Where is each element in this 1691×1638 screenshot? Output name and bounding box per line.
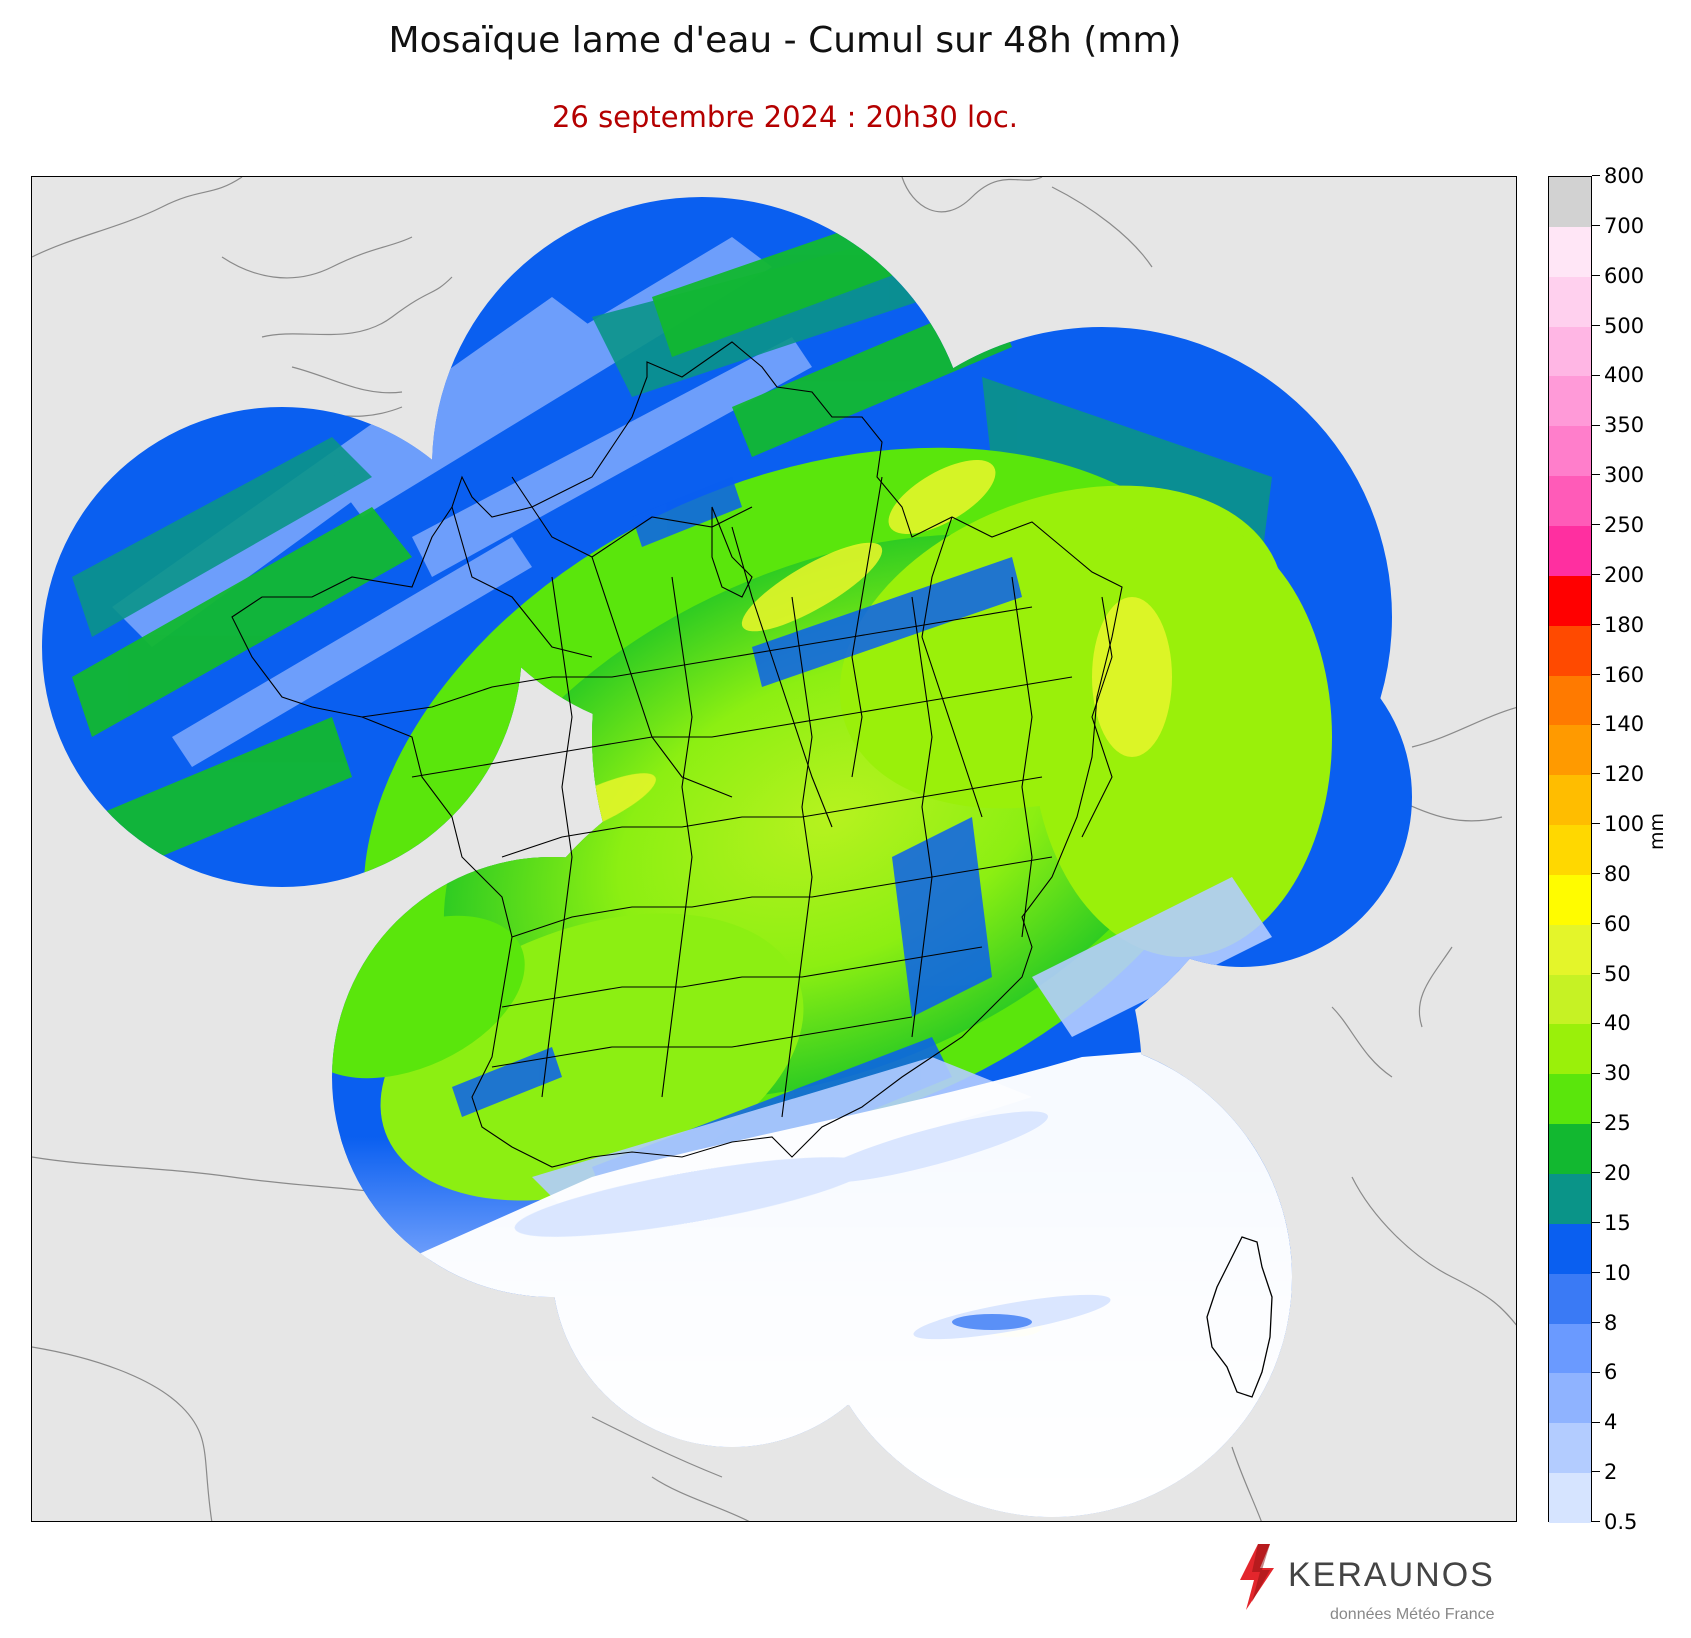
colorbar-segment <box>1549 725 1591 776</box>
colorbar-segment <box>1549 226 1591 277</box>
colorbar-segment <box>1549 1174 1591 1224</box>
colorbar-tick-label: 100 <box>1604 812 1645 837</box>
colorbar-tick <box>1592 225 1600 227</box>
colorbar-segment <box>1549 1273 1591 1324</box>
colorbar-tick-label: 700 <box>1604 213 1645 238</box>
colorbar-tick-label: 10 <box>1604 1260 1631 1285</box>
map-subtitle-date: 26 septembre 2024 : 20h30 loc. <box>551 100 1019 134</box>
colorbar-tick-label: 250 <box>1604 512 1645 537</box>
colorbar-tick <box>1592 1471 1600 1473</box>
colorbar-unit-label: mm <box>1646 812 1668 850</box>
colorbar-tick-label: 120 <box>1604 762 1645 787</box>
colorbar-tick-label: 800 <box>1604 164 1645 188</box>
colorbar-segment <box>1549 376 1591 427</box>
colorbar-tick-label: 20 <box>1604 1161 1631 1186</box>
colorbar-tick <box>1592 524 1600 526</box>
colorbar-tick <box>1592 773 1600 775</box>
colorbar-tick <box>1592 574 1600 576</box>
colorbar-tick-label: 30 <box>1604 1061 1631 1086</box>
corsica-border <box>1206 1236 1273 1398</box>
department-borders <box>231 341 1123 1168</box>
radar-coverage <box>42 197 1412 1517</box>
colorbar-segment <box>1549 476 1591 526</box>
colorbar-tick-label: 500 <box>1604 313 1645 338</box>
colorbar-segment <box>1549 1323 1591 1374</box>
colorbar-segment <box>1549 1124 1591 1175</box>
colorbar-segment <box>1549 825 1591 875</box>
colorbar-tick <box>1592 1022 1600 1024</box>
colorbar-tick-label: 80 <box>1604 861 1631 886</box>
colorbar-tick <box>1592 324 1600 326</box>
colorbar-tick <box>1592 623 1600 625</box>
colorbar <box>1548 176 1592 1523</box>
colorbar-tick <box>1592 673 1600 675</box>
colorbar-tick <box>1592 823 1600 825</box>
colorbar-tick-label: 6 <box>1604 1360 1618 1385</box>
colorbar-tick-label: 40 <box>1604 1011 1631 1036</box>
colorbar-tick <box>1592 1271 1600 1273</box>
colorbar-tick-label: 8 <box>1604 1310 1618 1335</box>
colorbar-segment <box>1549 1223 1591 1274</box>
colorbar-segment <box>1549 974 1591 1025</box>
rainfall-map-svg <box>32 177 1516 1521</box>
colorbar-tick <box>1592 1521 1600 1523</box>
colorbar-tick-label: 350 <box>1604 413 1645 438</box>
colorbar-tick-label: 50 <box>1604 961 1631 986</box>
colorbar-tick <box>1592 1172 1600 1174</box>
colorbar-segment <box>1549 1024 1591 1075</box>
colorbar-tick <box>1592 474 1600 476</box>
colorbar-tick <box>1592 1421 1600 1423</box>
colorbar-segment <box>1549 326 1591 377</box>
colorbar-tick <box>1592 923 1600 925</box>
colorbar-segment <box>1549 426 1591 477</box>
colorbar-segment <box>1549 924 1591 975</box>
colorbar-segment <box>1549 1074 1591 1125</box>
colorbar-segment <box>1549 874 1591 925</box>
colorbar-tick <box>1592 374 1600 376</box>
colorbar-segment <box>1549 575 1591 626</box>
colorbar-segment <box>1549 625 1591 676</box>
colorbar-tick <box>1592 723 1600 725</box>
colorbar-tick <box>1592 424 1600 426</box>
colorbar-segment <box>1549 1373 1591 1424</box>
colorbar-tick <box>1592 1072 1600 1074</box>
rainfall-map[interactable] <box>31 176 1517 1522</box>
map-title: Mosaïque lame d'eau - Cumul sur 48h (mm) <box>388 20 1182 61</box>
colorbar-tick <box>1592 1321 1600 1323</box>
colorbar-tick <box>1592 972 1600 974</box>
colorbar-tick-label: 60 <box>1604 911 1631 936</box>
colorbar-tick-label: 160 <box>1604 662 1645 687</box>
colorbar-tick <box>1592 1371 1600 1373</box>
keraunos-logo[interactable]: KERAUNOS données Météo France <box>1232 1542 1512 1623</box>
colorbar-tick <box>1592 175 1600 177</box>
colorbar-segment <box>1549 1423 1591 1474</box>
colorbar-tick-label: 180 <box>1604 612 1645 637</box>
data-source-credit: données Météo France <box>1330 1606 1495 1623</box>
colorbar-tick-label: 400 <box>1604 363 1645 388</box>
colorbar-tick-label: 140 <box>1604 712 1645 737</box>
colorbar-tick <box>1592 1222 1600 1224</box>
colorbar-tick <box>1592 1122 1600 1124</box>
colorbar-tick <box>1592 873 1600 875</box>
colorbar-segment <box>1549 1473 1591 1523</box>
colorbar-tick-label: 0.5 <box>1604 1510 1638 1534</box>
colorbar-segment <box>1549 276 1591 327</box>
colorbar-tick-label: 4 <box>1604 1410 1618 1435</box>
colorbar-segment <box>1549 775 1591 826</box>
colorbar-tick-label: 300 <box>1604 463 1645 488</box>
colorbar-segment <box>1549 675 1591 726</box>
colorbar-tick-label: 600 <box>1604 263 1645 288</box>
colorbar-segment <box>1549 525 1591 576</box>
colorbar-tick-label: 15 <box>1604 1210 1631 1235</box>
colorbar-tick <box>1592 274 1600 276</box>
colorbar-tick-label: 25 <box>1604 1111 1631 1136</box>
colorbar-tick-label: 200 <box>1604 562 1645 587</box>
lightning-bolt-icon <box>1240 1544 1274 1610</box>
logo-text: KERAUNOS <box>1288 1556 1495 1594</box>
colorbar-segment <box>1549 177 1591 227</box>
colorbar-tick-label: 2 <box>1604 1460 1618 1485</box>
